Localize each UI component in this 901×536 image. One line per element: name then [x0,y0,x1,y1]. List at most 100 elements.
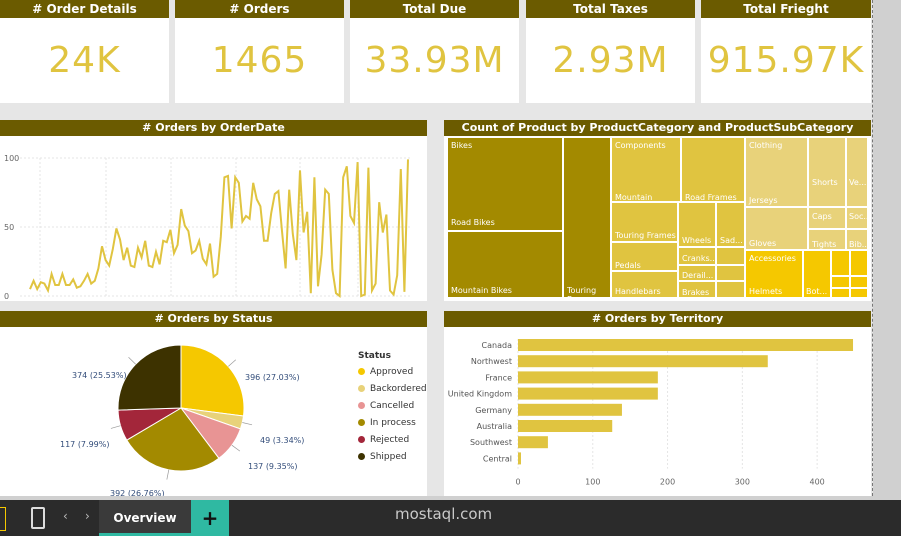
treemap-cell-pedals[interactable]: Pedals [611,242,678,271]
legend-swatch [358,419,365,426]
bar[interactable] [518,420,613,432]
treemap-cell-derailleurs[interactable]: Derail... [678,265,716,281]
line-chart[interactable]: 050100Jul 2011Jan 2012Jul 2012Jan 2013Ju… [0,136,427,310]
bar[interactable] [518,436,548,449]
treemap-cell-helmets[interactable]: Accessories Helmets [745,250,803,298]
watermark: mostaql.com [395,505,493,523]
desktop-view-icon[interactable] [0,507,6,531]
treemap-cell-touring-bikes[interactable]: Touring B... [563,137,611,298]
legend-item[interactable]: Rejected [358,431,427,448]
panel-title: # Orders by Status [0,311,427,327]
treemap-cell-gloves[interactable]: Gloves [745,207,808,250]
product-treemap-panel[interactable]: Count of Product by ProductCategory and … [444,120,871,301]
category-label: Central [483,454,512,463]
pie-slice[interactable] [126,407,220,472]
treemap-cell-saddles[interactable]: Sad... [716,202,745,247]
legend-item[interactable]: In process [358,414,427,431]
pie-slice[interactable] [117,344,182,411]
add-page-button[interactable]: + [191,500,229,536]
treemap-cell-accessory[interactable] [850,250,868,276]
treemap-label: Brakes [682,288,710,297]
y-tick-label: 0 [4,292,9,301]
treemap-cell-accessory[interactable] [850,288,868,298]
treemap-cell-wheels[interactable]: Wheels [678,202,716,247]
treemap-cell-bottom-brackets[interactable] [716,265,745,281]
treemap[interactable]: Bikes Road Bikes Mountain Bikes Touring … [447,137,868,298]
orders-by-status-panel[interactable]: # Orders by Status 396 (27.03%) 49 (3.34%… [0,311,427,496]
treemap-cell-handlebars[interactable]: Handlebars [611,271,678,298]
legend-label: Cancelled [370,400,415,411]
treemap-label: Gloves [749,239,777,248]
treemap-cell-accessory[interactable] [831,288,850,298]
kpi-title: Total Frieght [701,0,871,18]
treemap-cell-tights[interactable]: Tights [808,229,846,250]
treemap-label: Accessories [749,254,796,263]
treemap-cell-accessory[interactable] [831,276,850,288]
legend-swatch [358,453,365,460]
legend-item[interactable]: Approved [358,363,427,380]
bar[interactable] [518,452,521,465]
legend-item[interactable]: Shipped [358,448,427,465]
orders-by-date-panel[interactable]: # Orders by OrderDate 050100Jul 2011Jan … [0,120,427,310]
treemap-cell-bikes[interactable]: Bikes Road Bikes [447,137,563,231]
kpi-card-total-due[interactable]: Total Due 33.93M [350,0,519,103]
orders-by-territory-panel[interactable]: # Orders by Territory 0 100 200 300 400 Canad… [444,311,871,496]
treemap-cell-cranksets[interactable]: Cranks... [678,247,716,265]
phone-view-icon[interactable] [31,507,45,529]
treemap-label: Caps [812,212,832,221]
category-label: Australia [477,422,512,431]
bar[interactable] [518,371,658,384]
category-label: France [485,373,512,382]
treemap-cell-mountain-frames[interactable]: Components Mountain Frames [611,137,681,202]
treemap-cell-brakes[interactable]: Brakes [678,281,716,298]
legend-swatch [358,385,365,392]
prev-page-icon[interactable]: ‹ [63,509,68,523]
treemap-cell-vests[interactable]: Ve... [846,137,868,207]
kpi-card-total-freight[interactable]: Total Frieght 915.97K [701,0,871,103]
treemap-cell-accessory[interactable] [850,276,868,288]
treemap-label: Pedals [615,261,641,270]
legend-item[interactable]: Cancelled [358,397,427,414]
legend-label: Approved [370,366,414,377]
treemap-cell-bottles[interactable]: Bot... [803,250,831,298]
series-line[interactable] [29,159,409,298]
treemap-cell-bib-shorts[interactable]: Bib... [846,229,868,250]
treemap-cell-caps[interactable]: Caps [808,207,846,229]
treemap-cell-accessory[interactable] [831,250,850,276]
treemap-label: Bikes [451,141,473,150]
treemap-label: Touring Frames [615,231,676,240]
kpi-card-order-details[interactable]: # Order Details 24K [0,0,169,103]
treemap-cell-touring-frames[interactable]: Touring Frames [611,202,678,242]
kpi-card-total-taxes[interactable]: Total Taxes 2.93M [526,0,695,103]
treemap-cell-jerseys[interactable]: Clothing Jerseys [745,137,808,207]
legend-item[interactable]: Backordered [358,380,427,397]
pie-slice[interactable] [180,344,245,417]
treemap-cell-shorts[interactable]: Shorts [808,137,846,207]
treemap-label: Soc... [849,212,867,221]
bar[interactable] [518,339,854,351]
treemap-cell-road-frames[interactable]: Road Frames [681,137,745,202]
x-tick-label: 400 [809,478,824,487]
pie-chart[interactable]: 396 (27.03%) 49 (3.34%) 137 (9.35%) 392 (26… [0,327,340,496]
bar[interactable] [518,355,768,368]
pie-data-label: 396 (27.03%) [245,373,300,382]
next-page-icon[interactable]: › [85,509,90,523]
bar-chart[interactable]: 0 100 200 300 400 Canada Northwest France United… [444,327,871,496]
tab-overview[interactable]: Overview [99,500,191,536]
pie-data-label: 392 (26.76%) [110,489,165,496]
treemap-label: Mountain Frames [615,193,653,202]
treemap-cell-mountain-bikes[interactable]: Mountain Bikes [447,231,563,298]
leader-line [110,425,121,429]
treemap-cell-chains[interactable] [716,247,745,265]
treemap-label: Clothing [749,141,783,150]
treemap-cell-socks[interactable]: Soc... [846,207,868,229]
treemap-label: Tights [812,240,837,249]
bar[interactable] [518,403,622,416]
bar[interactable] [518,387,658,400]
kpi-value: 24K [48,40,121,81]
treemap-label: Bot... [806,287,828,296]
treemap-cell-forks[interactable] [716,281,745,298]
category-label: United Kingdom [448,390,512,399]
kpi-card-orders[interactable]: # Orders 1465 [175,0,344,103]
treemap-label: Bib... [849,240,868,249]
